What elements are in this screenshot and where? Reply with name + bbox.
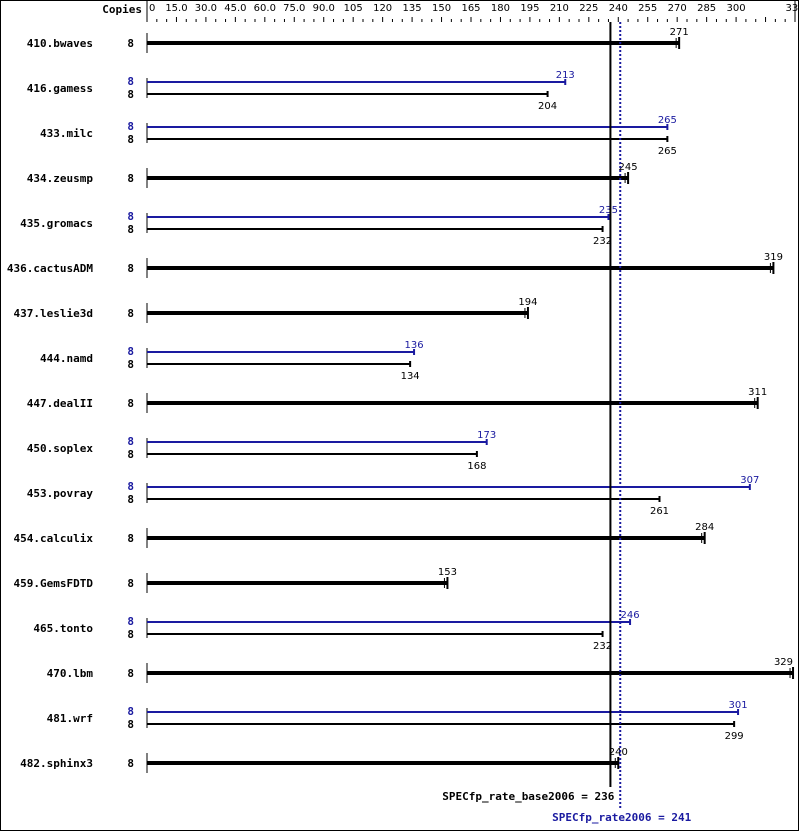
base-value: 311: [748, 387, 767, 398]
base-copies: 8: [127, 397, 134, 410]
tick-label: 30.0: [195, 3, 217, 14]
base-copies: 8: [127, 757, 134, 770]
benchmark-label: 437.leslie3d: [14, 307, 93, 320]
peak-copies: 8: [127, 345, 134, 358]
base-value: 271: [670, 27, 689, 38]
peak-value: 173: [477, 430, 496, 441]
benchmark-label: 482.sphinx3: [20, 757, 93, 770]
base-copies: 8: [127, 628, 134, 641]
base-value: 232: [593, 641, 612, 652]
tick-label: 180: [491, 3, 510, 14]
tick-label: 300: [727, 3, 746, 14]
tick-label: 75.0: [283, 3, 305, 14]
base-value: 261: [650, 506, 669, 517]
benchmark-label: 470.lbm: [47, 667, 94, 680]
peak-copies: 8: [127, 435, 134, 448]
tick-label: 330: [785, 3, 799, 14]
peak-copies: 8: [127, 705, 134, 718]
tick-label: 240: [609, 3, 628, 14]
peak-copies: 8: [127, 210, 134, 223]
copies-header: Copies: [102, 3, 142, 16]
tick-label: 165: [461, 3, 480, 14]
tick-label: 45.0: [224, 3, 246, 14]
peak-score-label: SPECfp_rate2006 = 241: [552, 811, 691, 824]
base-value: 245: [619, 162, 638, 173]
base-copies: 8: [127, 172, 134, 185]
tick-label: 210: [550, 3, 569, 14]
base-score-label: SPECfp_rate_base2006 = 236: [442, 790, 615, 803]
peak-value: 301: [729, 700, 748, 711]
benchmark-label: 433.milc: [40, 127, 93, 140]
tick-label: 270: [668, 3, 687, 14]
base-copies: 8: [127, 358, 134, 371]
benchmark-label: 410.bwaves: [27, 37, 93, 50]
base-copies: 8: [127, 223, 134, 236]
base-copies: 8: [127, 532, 134, 545]
tick-label: 60.0: [254, 3, 276, 14]
base-copies: 8: [127, 577, 134, 590]
benchmark-label: 447.dealII: [27, 397, 93, 410]
benchmark-label: 454.calculix: [14, 532, 94, 545]
base-copies: 8: [127, 262, 134, 275]
tick-label: 0: [149, 3, 155, 14]
tick-label: 105: [344, 3, 363, 14]
tick-label: 135: [403, 3, 422, 14]
benchmark-label: 459.GemsFDTD: [14, 577, 94, 590]
base-value: 240: [609, 747, 628, 758]
tick-label: 150: [432, 3, 451, 14]
base-value: 284: [695, 522, 714, 533]
benchmark-label: 444.namd: [40, 352, 93, 365]
base-value: 319: [764, 252, 783, 263]
base-value: 153: [438, 567, 457, 578]
benchmark-label: 450.soplex: [27, 442, 94, 455]
base-value: 204: [538, 101, 557, 112]
base-value: 134: [401, 371, 420, 382]
tick-label: 285: [697, 3, 716, 14]
peak-value: 307: [740, 475, 759, 486]
base-value: 265: [658, 146, 677, 157]
base-copies: 8: [127, 37, 134, 50]
tick-label: 90.0: [313, 3, 335, 14]
benchmark-label: 453.povray: [27, 487, 94, 500]
peak-value: 246: [621, 610, 640, 621]
peak-copies: 8: [127, 75, 134, 88]
peak-value: 235: [599, 205, 618, 216]
base-value: 329: [774, 657, 793, 668]
tick-label: 120: [373, 3, 392, 14]
benchmark-label: 435.gromacs: [20, 217, 93, 230]
peak-copies: 8: [127, 120, 134, 133]
peak-value: 265: [658, 115, 677, 126]
benchmark-label: 434.zeusmp: [27, 172, 94, 185]
tick-label: 15.0: [165, 3, 187, 14]
base-copies: 8: [127, 88, 134, 101]
benchmark-label: 481.wrf: [47, 712, 93, 725]
base-copies: 8: [127, 718, 134, 731]
peak-copies: 8: [127, 480, 134, 493]
benchmark-label: 436.cactusADM: [7, 262, 93, 275]
base-value: 232: [593, 236, 612, 247]
peak-copies: 8: [127, 615, 134, 628]
peak-value: 136: [405, 340, 424, 351]
base-value: 194: [518, 297, 537, 308]
base-copies: 8: [127, 307, 134, 320]
base-copies: 8: [127, 448, 134, 461]
benchmark-label: 416.gamess: [27, 82, 93, 95]
base-copies: 8: [127, 667, 134, 680]
base-copies: 8: [127, 493, 134, 506]
tick-label: 195: [520, 3, 539, 14]
base-value: 168: [467, 461, 486, 472]
base-copies: 8: [127, 133, 134, 146]
benchmark-label: 465.tonto: [33, 622, 93, 635]
tick-label: 225: [579, 3, 598, 14]
tick-label: 255: [638, 3, 657, 14]
base-value: 299: [725, 731, 744, 742]
peak-value: 213: [556, 70, 575, 81]
